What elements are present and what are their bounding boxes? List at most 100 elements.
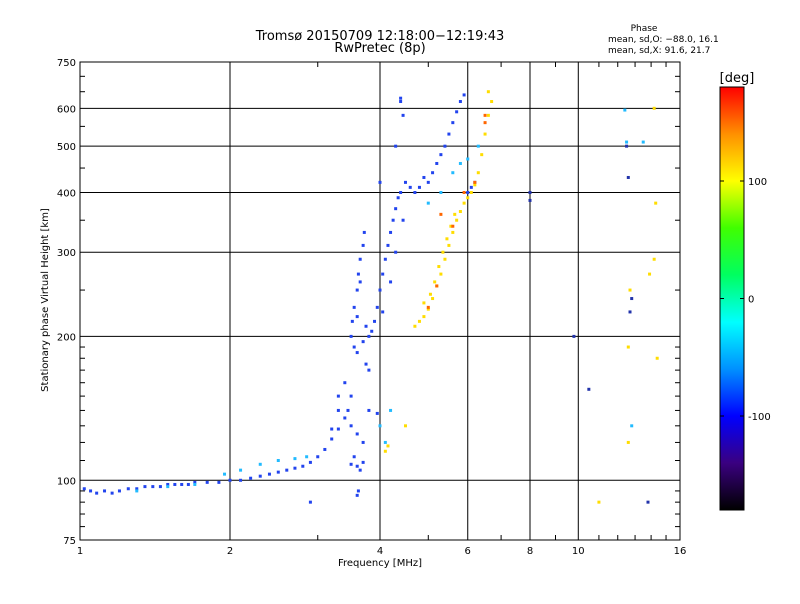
data-point	[367, 408, 371, 412]
x-tick-label: 4	[377, 546, 383, 557]
data-point	[626, 175, 630, 179]
data-point	[355, 432, 359, 436]
x-tick-label: 10	[572, 546, 585, 557]
data-point	[193, 480, 197, 484]
data-point	[343, 381, 347, 385]
data-point	[469, 185, 473, 189]
data-point	[426, 305, 430, 309]
data-point	[378, 424, 382, 428]
data-point	[367, 368, 371, 372]
x-tick-label: 6	[465, 546, 471, 557]
data-point	[449, 224, 453, 228]
data-point	[422, 315, 426, 319]
data-point	[330, 437, 334, 441]
data-point	[455, 218, 459, 222]
data-point	[641, 140, 645, 144]
data-point	[305, 455, 309, 459]
data-point	[381, 310, 385, 314]
data-point	[462, 93, 466, 97]
data-point	[403, 424, 407, 428]
data-point	[389, 230, 393, 234]
data-point	[308, 460, 312, 464]
data-point	[462, 201, 466, 205]
data-point	[630, 424, 634, 428]
data-point	[239, 468, 243, 472]
data-point	[349, 334, 353, 338]
data-point	[158, 485, 162, 489]
data-point	[652, 257, 656, 261]
chart-subtitle: RwPretec (8p)	[334, 41, 425, 56]
data-point	[451, 171, 455, 175]
data-point	[352, 305, 356, 309]
data-point	[417, 319, 421, 323]
data-point	[394, 250, 398, 254]
phase-box-line-o: mean, sd,O: −88.0, 16.1	[608, 35, 719, 45]
data-point	[293, 457, 297, 461]
data-point	[646, 500, 650, 504]
data-point	[386, 444, 390, 448]
data-point	[166, 482, 170, 486]
data-point	[439, 190, 443, 194]
data-point	[103, 489, 107, 493]
data-point	[486, 113, 490, 117]
data-point	[126, 487, 130, 491]
data-point	[356, 489, 360, 493]
data-point	[443, 257, 447, 261]
colorbar-tick-label: 100	[748, 177, 767, 188]
data-point	[180, 482, 184, 486]
data-point	[276, 458, 280, 462]
data-point	[349, 394, 353, 398]
data-point	[355, 464, 359, 468]
data-point	[378, 180, 382, 184]
data-point	[364, 324, 368, 328]
y-tick-label: 300	[57, 248, 76, 259]
data-point	[447, 243, 451, 247]
data-point	[417, 185, 421, 189]
data-point	[413, 190, 417, 194]
data-point	[394, 144, 398, 148]
phase-box-line-x: mean, sd,X: 91.6, 21.7	[608, 46, 710, 56]
data-point	[135, 487, 139, 491]
data-point	[483, 132, 487, 136]
y-tick-label: 75	[63, 536, 76, 547]
data-point	[451, 224, 455, 228]
data-point	[355, 288, 359, 292]
data-point	[349, 424, 353, 428]
data-point	[381, 272, 385, 276]
data-point	[458, 210, 462, 214]
data-point	[383, 449, 387, 453]
data-point	[451, 121, 455, 125]
data-point	[151, 485, 155, 489]
data-point	[336, 408, 340, 412]
data-point	[469, 190, 473, 194]
data-point	[352, 455, 356, 459]
y-tick-label: 750	[57, 58, 76, 69]
y-tick-label: 200	[57, 332, 76, 343]
data-point	[453, 212, 457, 216]
data-point	[386, 243, 390, 247]
data-point	[361, 460, 365, 464]
colorbar-tick-label: 0	[748, 295, 754, 306]
data-point	[383, 257, 387, 261]
data-point	[330, 427, 334, 431]
data-point	[597, 500, 601, 504]
data-point	[343, 416, 347, 420]
data-point	[403, 180, 407, 184]
data-point	[439, 272, 443, 276]
data-point	[408, 185, 412, 189]
data-point	[361, 243, 365, 247]
data-point	[623, 108, 627, 112]
data-point	[396, 196, 400, 200]
data-point	[367, 334, 371, 338]
x-axis-label: Frequency [MHz]	[338, 558, 422, 569]
data-point	[486, 90, 490, 94]
data-point	[361, 440, 365, 444]
data-point	[426, 180, 430, 184]
data-point	[462, 190, 466, 194]
data-point	[355, 351, 359, 355]
data-point	[528, 198, 532, 202]
data-point	[239, 478, 243, 482]
phase-box-title: Phase	[631, 24, 658, 34]
